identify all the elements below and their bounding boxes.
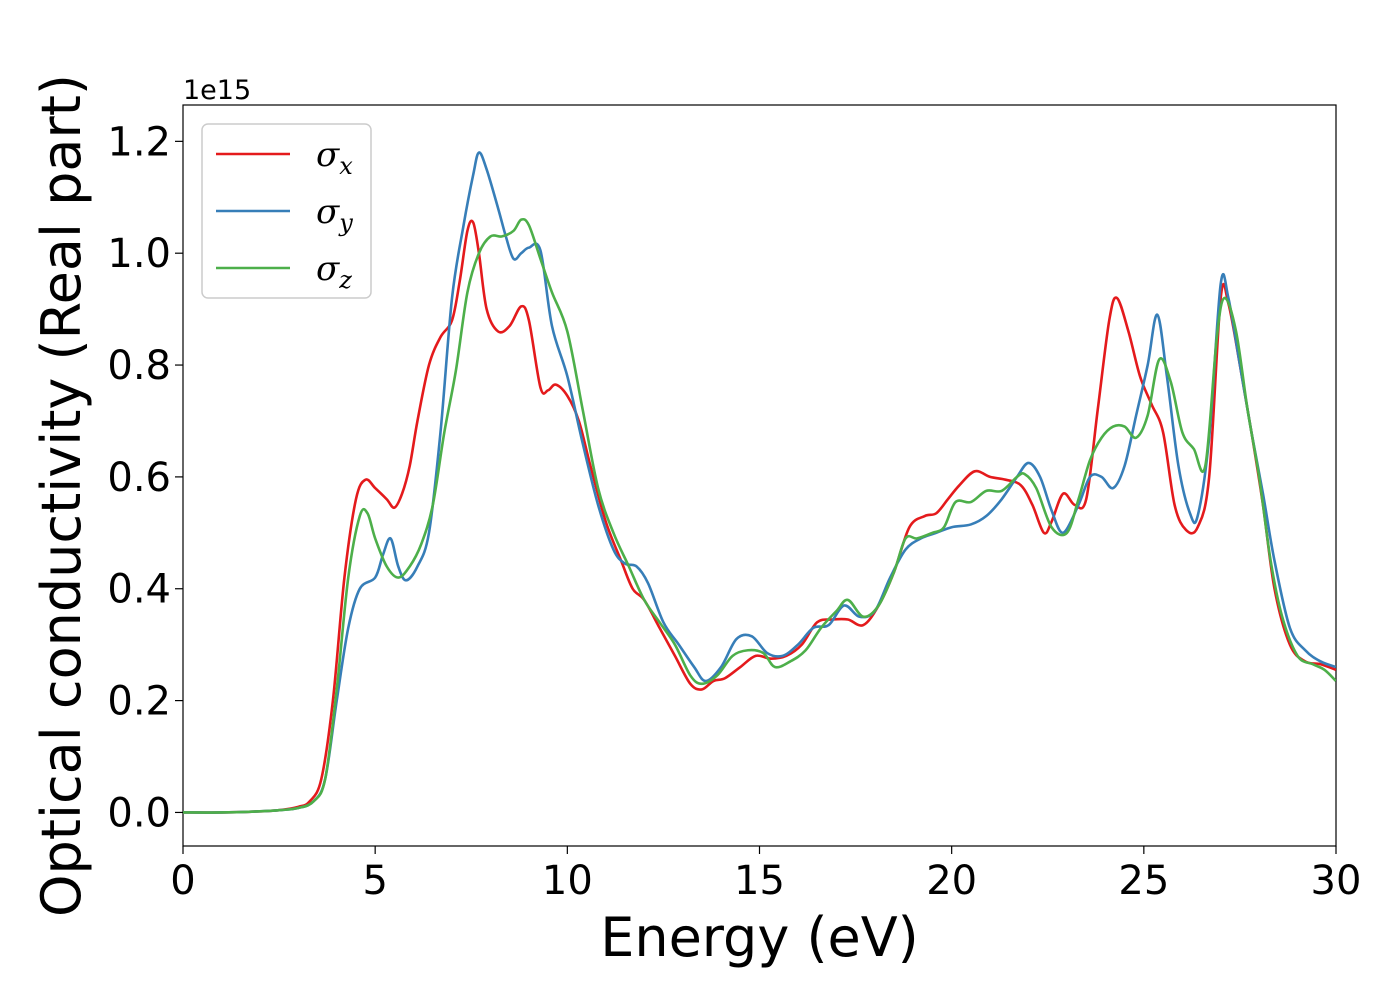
legend-item-x: σx [216, 135, 353, 180]
legend-subscript: x [339, 152, 353, 180]
legend-item-y: σy [216, 192, 353, 237]
x-tick-label: 10 [542, 858, 593, 904]
x-tick-label: 15 [734, 858, 785, 904]
series-line-z [183, 217, 1336, 814]
legend-symbol: σ [316, 249, 340, 289]
series-line-x [183, 219, 1336, 814]
y-tick-label: 0.2 [107, 679, 171, 725]
x-tick-label: 0 [170, 858, 195, 904]
x-tick-label: 30 [1311, 858, 1362, 904]
legend-subscript: y [338, 209, 353, 237]
legend-item-z: σz [216, 249, 352, 294]
legend-subscript: z [338, 266, 352, 294]
y-tick-label: 0.0 [107, 790, 171, 836]
y-tick-label: 0.4 [107, 567, 171, 613]
legend-label: σx [316, 135, 353, 180]
legend-symbol: σ [316, 135, 340, 175]
series-line-y [183, 151, 1336, 814]
series-layer [183, 151, 1336, 814]
legend-label: σz [316, 249, 352, 294]
legend-label: σy [316, 192, 353, 237]
y-tick-label: 1.0 [107, 231, 171, 277]
y-axis-title: Optical conductivity (Real part) [30, 74, 93, 917]
x-tick-label: 20 [926, 858, 977, 904]
x-tick-label: 25 [1118, 858, 1169, 904]
legend-symbol: σ [316, 192, 340, 232]
y-offset-label: 1e15 [183, 75, 251, 106]
y-tick-label: 1.2 [107, 119, 171, 165]
ticks-layer: 0 5 10 15 20 25 30 0.0 0.2 0.4 0.6 0.8 1.0 1.2 [107, 119, 1361, 904]
y-tick-label: 0.6 [107, 455, 171, 501]
y-tick-label: 0.8 [107, 343, 171, 389]
x-axis-title: Energy (eV) [600, 906, 919, 969]
x-tick-label: 5 [362, 858, 387, 904]
